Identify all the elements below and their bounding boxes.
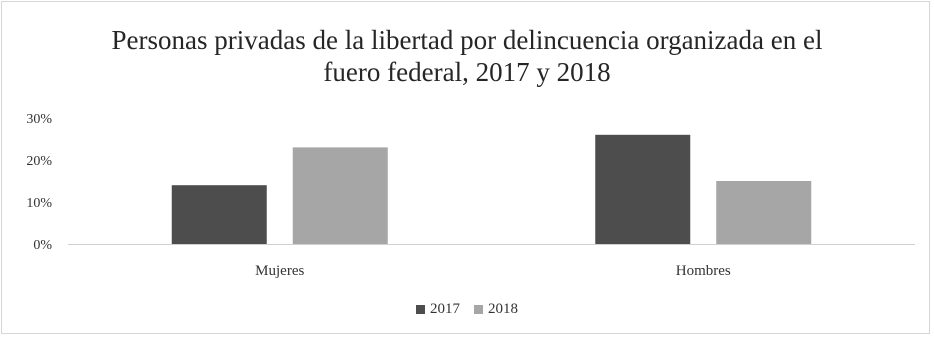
bar-2017-hombres xyxy=(595,134,691,244)
bar-2018-hombres xyxy=(716,181,812,244)
y-tick-label: 20% xyxy=(26,154,52,169)
legend-swatch-2018 xyxy=(474,305,483,314)
chart-title-line-1: Personas privadas de la libertad por del… xyxy=(111,25,823,55)
chart-legend: 2017 2018 xyxy=(0,301,934,318)
chart-title-line-2: fuero federal, 2017 y 2018 xyxy=(323,57,611,87)
bar-2017-mujeres xyxy=(171,185,267,244)
bar-2018-mujeres xyxy=(292,147,388,244)
bars-layer xyxy=(171,134,812,244)
y-tick-label: 0% xyxy=(33,238,52,253)
y-tick-label: 10% xyxy=(26,196,52,211)
legend-item-2017: 2017 xyxy=(416,301,460,318)
legend-swatch-2017 xyxy=(416,305,425,314)
legend-label-2017: 2017 xyxy=(430,301,460,317)
legend-label-2018: 2018 xyxy=(488,301,518,317)
axis-layer: 0% 10% 20% 30% Mujeres Hombres xyxy=(26,112,915,279)
x-category-label: Hombres xyxy=(676,263,731,279)
y-tick-label: 30% xyxy=(26,112,52,127)
legend-item-2018: 2018 xyxy=(474,301,518,318)
x-category-label: Mujeres xyxy=(255,263,304,279)
chart-title: Personas privadas de la libertad por del… xyxy=(0,24,934,88)
